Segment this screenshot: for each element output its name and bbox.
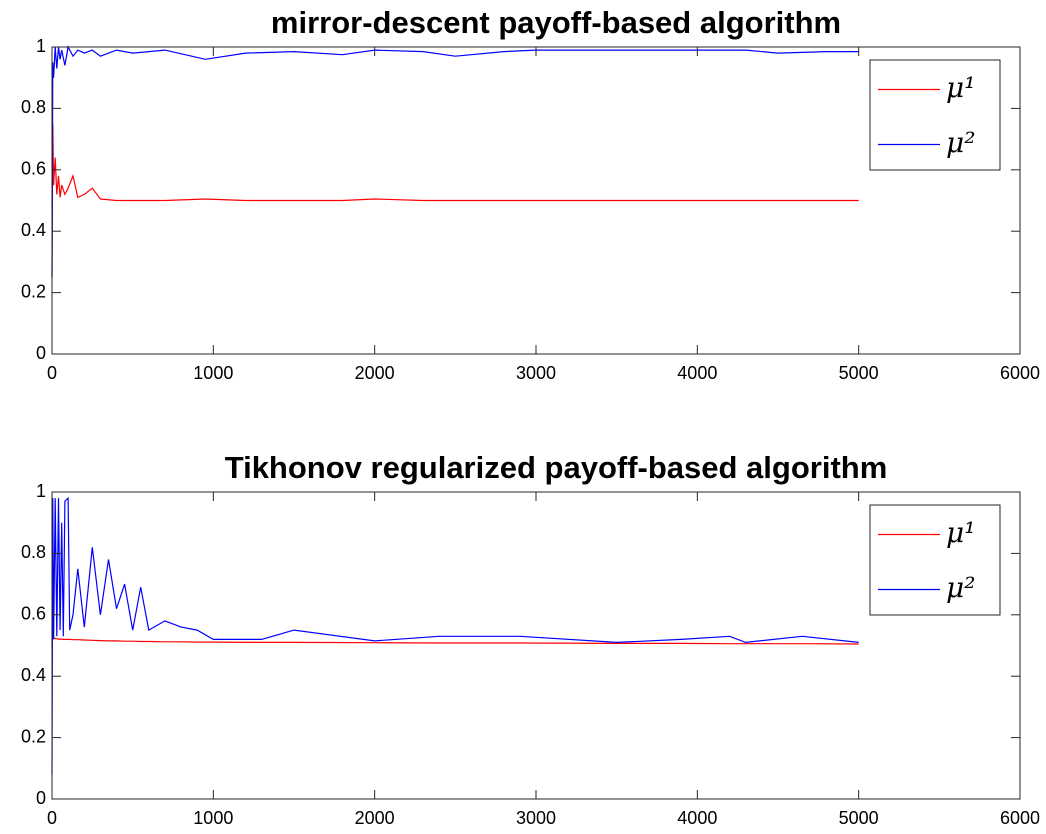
chart-title: mirror-descent payoff-based algorithm <box>271 5 841 40</box>
x-tick-label: 3000 <box>516 808 556 828</box>
y-tick-label: 0.2 <box>21 281 46 301</box>
y-tick-label: 0.4 <box>21 220 46 240</box>
y-tick-label: 1 <box>36 36 46 56</box>
series-line <box>51 522 859 645</box>
x-tick-label: 5000 <box>839 808 879 828</box>
x-tick-label: 6000 <box>1000 363 1040 383</box>
x-tick-label: 1000 <box>193 363 233 383</box>
y-tick-label: 0 <box>36 343 46 363</box>
legend-label: μ² <box>946 126 975 159</box>
x-tick-label: 3000 <box>516 363 556 383</box>
y-tick-label: 0.6 <box>21 159 46 179</box>
y-tick-label: 0.8 <box>21 97 46 117</box>
legend-label: μ² <box>946 571 975 604</box>
legend-label: μ¹ <box>946 71 975 104</box>
x-tick-label: 5000 <box>839 363 879 383</box>
legend-label: μ¹ <box>946 516 975 549</box>
x-tick-label: 0 <box>47 808 57 828</box>
legend-box <box>869 504 1001 616</box>
y-tick-label: 1 <box>36 481 46 501</box>
x-tick-label: 2000 <box>355 808 395 828</box>
x-tick-label: 1000 <box>193 808 233 828</box>
chart-title: Tikhonov regularized payoff-based algori… <box>225 450 888 485</box>
series-line <box>51 45 859 278</box>
y-tick-label: 0.4 <box>21 665 46 685</box>
x-tick-label: 6000 <box>1000 808 1040 828</box>
legend-box <box>869 59 1001 171</box>
x-tick-label: 4000 <box>677 808 717 828</box>
series-line <box>51 123 859 278</box>
y-tick-label: 0.2 <box>21 726 46 746</box>
x-tick-label: 4000 <box>677 363 717 383</box>
series-line <box>51 496 859 775</box>
x-tick-label: 0 <box>47 363 57 383</box>
y-tick-label: 0.8 <box>21 542 46 562</box>
y-tick-label: 0.6 <box>21 604 46 624</box>
y-tick-label: 0 <box>36 788 46 808</box>
x-tick-label: 2000 <box>355 363 395 383</box>
